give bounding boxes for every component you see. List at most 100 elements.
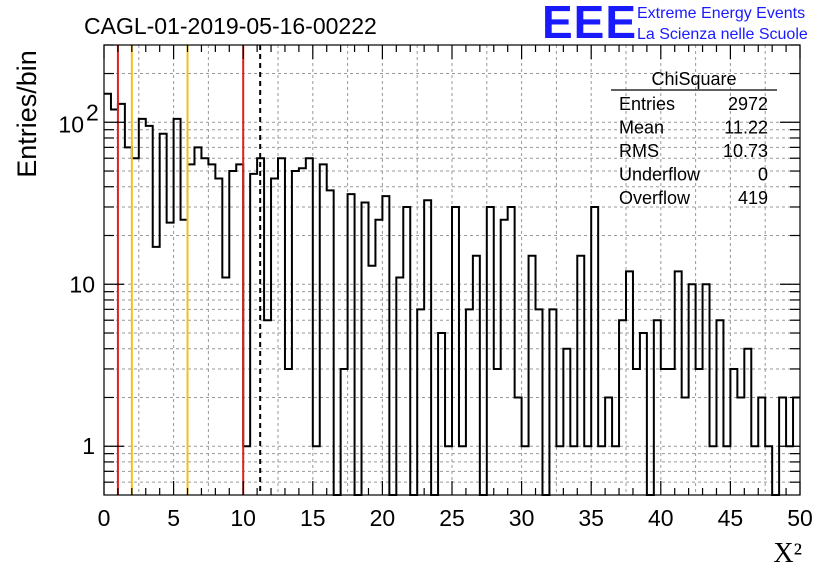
- histogram-bin: [682, 397, 689, 495]
- x-tick-label: 0: [98, 505, 111, 531]
- stats-row-label: Underflow: [619, 165, 701, 185]
- histogram-bin: [327, 190, 334, 495]
- histogram-bin: [222, 278, 229, 495]
- histogram-bin: [661, 369, 668, 495]
- histogram-bin: [278, 158, 285, 495]
- histogram-bin: [723, 446, 730, 495]
- histogram-bin: [563, 349, 570, 495]
- histogram-bin: [174, 119, 181, 495]
- histogram-bin: [208, 164, 215, 495]
- histogram-bin: [584, 446, 591, 495]
- histogram-bin: [160, 134, 167, 495]
- histogram-bin: [445, 446, 452, 495]
- histogram-bin: [612, 446, 619, 495]
- histogram-bin: [529, 256, 536, 495]
- stats-row-label: Mean: [619, 118, 664, 138]
- histogram-bin: [264, 320, 271, 495]
- histogram-bin: [250, 174, 257, 495]
- stats-row-label: Overflow: [619, 188, 691, 208]
- histogram-bin: [703, 284, 710, 495]
- x-tick-labels: 0 5 10 15 20 25 30 35 40 45 50: [98, 505, 813, 531]
- histogram-bin: [132, 158, 139, 495]
- y-axis-label: Entries/bin: [12, 50, 42, 178]
- histogram-bin: [765, 446, 772, 495]
- histogram-bin: [549, 309, 556, 495]
- stats-row-value: 11.22: [724, 118, 768, 138]
- stats-row-value: 10.73: [723, 141, 768, 161]
- histogram-bin: [313, 446, 320, 495]
- x-tick-label: 50: [787, 505, 813, 531]
- histogram-bin: [320, 164, 327, 495]
- y-tick-label-exponent: 2: [86, 99, 99, 125]
- y-tick-label: 10: [69, 271, 95, 297]
- logo-line-2: La Scienza nelle Scuole: [637, 26, 808, 43]
- histogram-bin: [577, 256, 584, 495]
- histogram-bin: [730, 369, 737, 495]
- stats-row-value: 2972: [728, 94, 768, 114]
- histogram-bin: [689, 284, 696, 495]
- x-axis-label: X²: [773, 538, 802, 569]
- histogram-bin: [716, 320, 723, 495]
- histogram-bin: [146, 126, 153, 495]
- stats-title: ChiSquare: [651, 69, 736, 89]
- histogram-outline: [104, 92, 800, 496]
- x-tick-label: 45: [718, 505, 744, 531]
- histogram-bars: [104, 92, 800, 496]
- histogram-bin: [188, 164, 195, 495]
- histogram-bin: [626, 271, 633, 495]
- histogram-bin: [139, 119, 146, 495]
- histogram-bin: [696, 369, 703, 495]
- histogram-bin: [619, 320, 626, 495]
- histogram-bin: [382, 196, 389, 495]
- stats-row-label: Entries: [619, 94, 675, 114]
- histogram-bin: [417, 309, 424, 495]
- stats-row-label: RMS: [619, 141, 659, 161]
- histogram-bin: [396, 278, 403, 495]
- histogram-bin: [236, 164, 243, 495]
- x-tick-label: 15: [300, 505, 326, 531]
- histogram-bin: [452, 207, 459, 495]
- histogram-bin: [737, 397, 744, 495]
- histogram-bin: [424, 200, 431, 495]
- histogram-bin: [536, 309, 543, 495]
- histogram-bin: [181, 220, 188, 495]
- histogram-bin: [598, 446, 605, 495]
- logo-mark: EEE: [542, 0, 637, 48]
- stats-box: ChiSquare Entries 2972 Mean 11.22 RMS 10.73 Un…: [611, 69, 777, 208]
- histogram-bin: [348, 194, 355, 495]
- histogram-bin: [194, 147, 201, 495]
- histogram-bin: [438, 333, 445, 495]
- histogram-bin: [522, 446, 529, 495]
- histogram-bin: [111, 109, 118, 495]
- histogram-bin: [487, 207, 494, 495]
- y-tick-label: 10: [58, 111, 84, 137]
- stats-row-value: 419: [738, 188, 768, 208]
- histogram-bin: [751, 446, 758, 495]
- histogram-bin: [633, 369, 640, 495]
- histogram-bin: [375, 220, 382, 495]
- histogram-bin: [640, 333, 647, 495]
- histogram-bin: [362, 202, 369, 495]
- histogram-bin: [668, 369, 675, 495]
- histogram-bin: [744, 349, 751, 495]
- histogram-bin: [229, 171, 236, 495]
- histogram-bin: [494, 369, 501, 495]
- histogram-bin: [466, 309, 473, 495]
- y-tick-label: 1: [82, 433, 95, 459]
- histogram-bin: [403, 207, 410, 495]
- histogram-bin: [299, 168, 306, 495]
- histogram-bin: [654, 320, 661, 495]
- logo-line-1: Extreme Energy Events: [637, 5, 805, 22]
- histogram-bin: [710, 446, 717, 495]
- histogram-bin: [556, 446, 563, 495]
- histogram-bin: [605, 397, 612, 495]
- histogram-bin: [501, 220, 508, 495]
- histogram-bin: [201, 158, 208, 495]
- x-tick-label: 30: [509, 505, 535, 531]
- histogram-bin: [570, 446, 577, 495]
- histogram-bin: [473, 256, 480, 495]
- histogram-bin: [368, 266, 375, 495]
- stats-row-value: 0: [758, 165, 768, 185]
